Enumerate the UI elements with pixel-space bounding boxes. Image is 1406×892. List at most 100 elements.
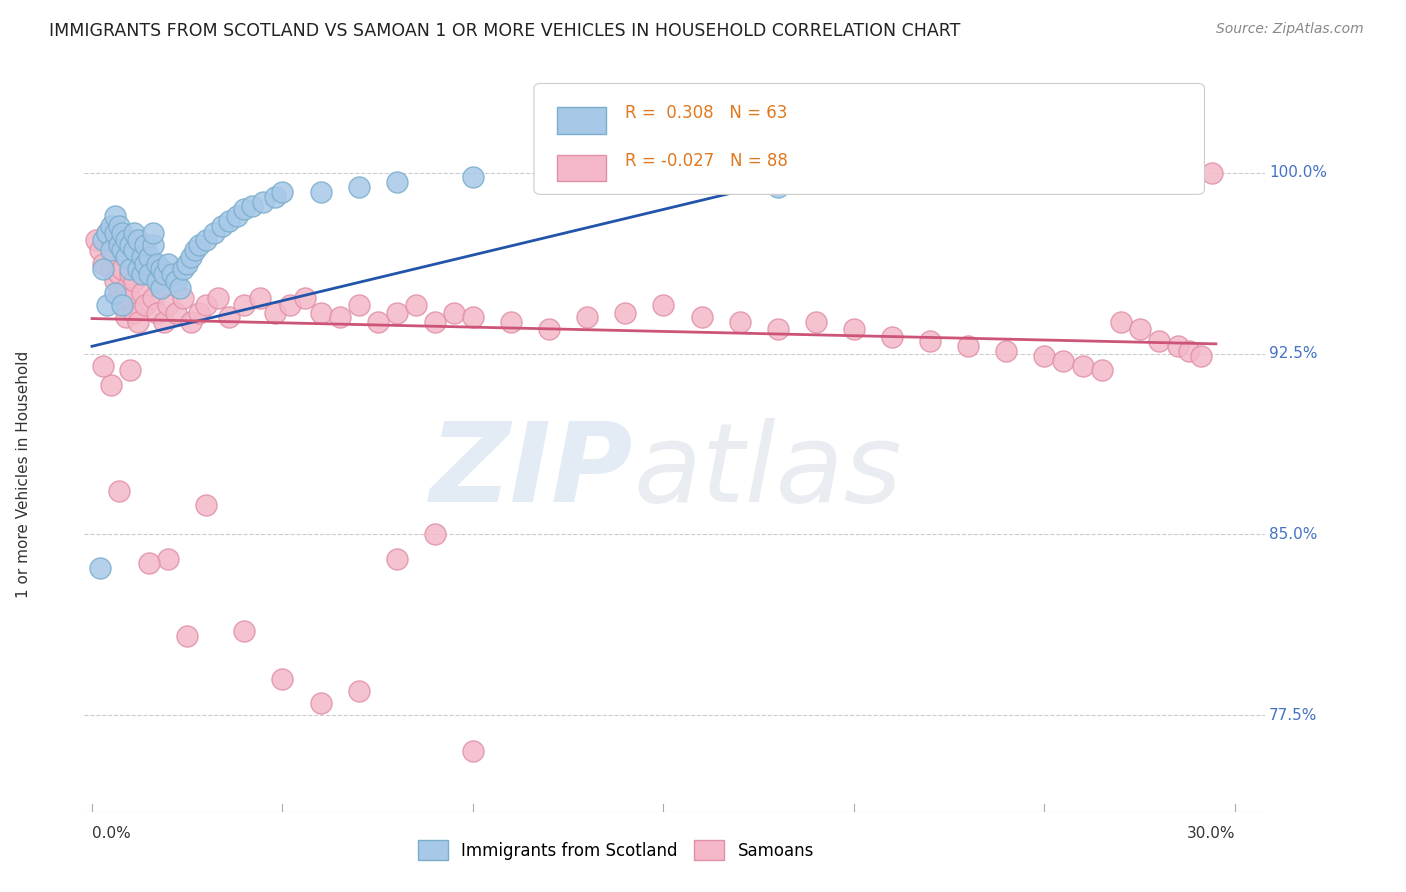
Point xyxy=(842,322,865,336)
Point xyxy=(115,233,138,247)
Point xyxy=(131,250,153,264)
Point xyxy=(614,170,637,185)
Point xyxy=(134,257,156,271)
Point xyxy=(120,262,142,277)
Point xyxy=(120,267,142,281)
Point xyxy=(157,551,180,566)
Point xyxy=(880,329,903,343)
Point xyxy=(104,274,127,288)
Point xyxy=(233,202,256,216)
FancyBboxPatch shape xyxy=(534,84,1205,194)
Point xyxy=(153,315,176,329)
Point xyxy=(1129,322,1152,336)
Point xyxy=(728,315,751,329)
Point xyxy=(1178,344,1201,359)
Point xyxy=(461,310,484,325)
Text: IMMIGRANTS FROM SCOTLAND VS SAMOAN 1 OR MORE VEHICLES IN HOUSEHOLD CORRELATION C: IMMIGRANTS FROM SCOTLAND VS SAMOAN 1 OR … xyxy=(49,22,960,40)
Point xyxy=(180,250,202,264)
Point xyxy=(127,315,149,329)
Point xyxy=(165,274,187,288)
Point xyxy=(96,226,118,240)
Point xyxy=(138,250,160,264)
Point xyxy=(423,315,446,329)
Point xyxy=(1071,359,1094,373)
Point xyxy=(218,214,240,228)
Point xyxy=(1090,363,1112,377)
Point xyxy=(461,170,484,185)
Text: R =  0.308   N = 63: R = 0.308 N = 63 xyxy=(626,103,787,121)
Point xyxy=(252,194,274,209)
Text: R = -0.027   N = 88: R = -0.027 N = 88 xyxy=(626,153,789,170)
Text: 85.0%: 85.0% xyxy=(1270,527,1317,541)
Point xyxy=(309,305,332,319)
Point xyxy=(120,238,142,252)
Point xyxy=(1109,315,1132,329)
Point xyxy=(405,298,427,312)
Point xyxy=(122,305,145,319)
Point xyxy=(142,291,165,305)
Point xyxy=(100,377,122,392)
Point xyxy=(100,243,122,257)
Point xyxy=(367,315,389,329)
Point xyxy=(122,226,145,240)
Point xyxy=(225,209,247,223)
Point xyxy=(134,298,156,312)
Point xyxy=(157,257,180,271)
Point xyxy=(104,226,127,240)
Point xyxy=(423,527,446,541)
Point xyxy=(271,185,294,199)
Point xyxy=(96,226,118,240)
Point xyxy=(93,233,115,247)
Point xyxy=(263,190,285,204)
Point xyxy=(145,257,167,271)
Point xyxy=(195,233,218,247)
Text: 100.0%: 100.0% xyxy=(1270,165,1327,180)
Point xyxy=(107,219,129,233)
Point xyxy=(153,267,176,281)
Point xyxy=(107,238,129,252)
Point xyxy=(131,286,153,301)
Point xyxy=(84,233,107,247)
Point xyxy=(122,243,145,257)
Point xyxy=(142,226,165,240)
Point xyxy=(127,233,149,247)
Point xyxy=(652,298,675,312)
Point xyxy=(385,305,408,319)
Point xyxy=(93,359,115,373)
Point xyxy=(180,315,202,329)
Point xyxy=(107,483,129,498)
Point xyxy=(111,262,134,277)
Point xyxy=(176,629,198,643)
Point xyxy=(233,624,256,638)
Point xyxy=(690,310,713,325)
Point xyxy=(149,281,172,295)
Point xyxy=(96,817,118,831)
Point xyxy=(184,243,207,257)
Point xyxy=(96,298,118,312)
Point xyxy=(347,180,370,194)
Text: 0.0%: 0.0% xyxy=(91,826,131,841)
Point xyxy=(211,219,233,233)
Point xyxy=(995,344,1018,359)
Point xyxy=(107,286,129,301)
Point xyxy=(89,243,111,257)
Point xyxy=(766,322,789,336)
Point xyxy=(100,219,122,233)
Point xyxy=(443,305,465,319)
Point xyxy=(218,310,240,325)
Point xyxy=(329,310,352,325)
Point xyxy=(278,298,301,312)
Point xyxy=(385,175,408,189)
Text: 1 or more Vehicles in Household: 1 or more Vehicles in Household xyxy=(15,351,31,598)
Point xyxy=(111,226,134,240)
Point xyxy=(207,291,229,305)
Point xyxy=(169,281,191,295)
Point xyxy=(766,180,789,194)
Point xyxy=(115,250,138,264)
Point xyxy=(138,557,160,571)
Point xyxy=(195,499,218,513)
Point xyxy=(127,262,149,277)
Point xyxy=(202,226,225,240)
Point xyxy=(804,315,827,329)
Point xyxy=(122,274,145,288)
